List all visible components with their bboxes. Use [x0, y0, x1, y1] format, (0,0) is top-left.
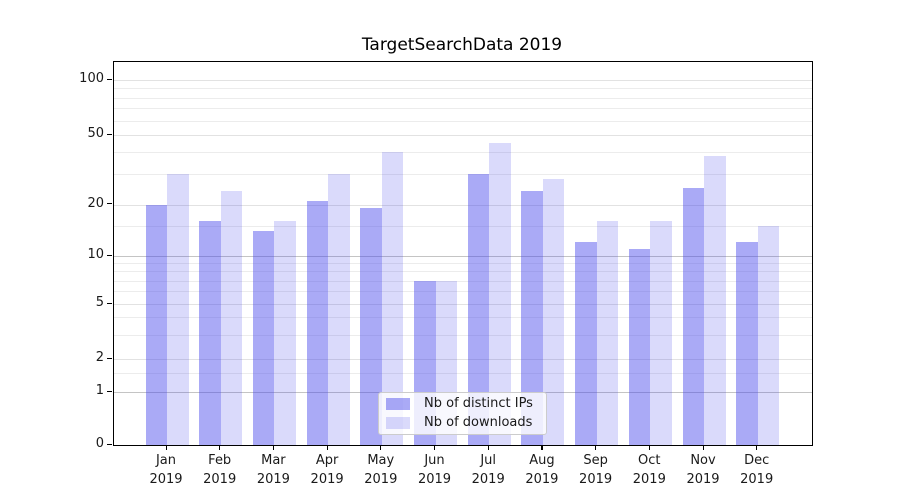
bar-ips-feb: [199, 221, 221, 445]
x-tick-label-nov: Nov 2019: [686, 453, 720, 487]
x-tick-label-mar: Mar 2019: [256, 453, 290, 487]
legend-entry-downloads: Nb of downloads: [386, 415, 538, 431]
gridline-y-80: [114, 97, 812, 99]
y-tick-label-100: 100: [79, 71, 104, 86]
bar-downloads-nov: [704, 156, 726, 445]
bar-ips-may: [360, 208, 382, 445]
gridline-y-1.5: [114, 372, 812, 374]
gridline-y-2: [114, 358, 812, 360]
x-tick-label-dec: Dec 2019: [740, 453, 774, 487]
y-tick-mark-10: [107, 254, 112, 256]
y-tick-mark-5: [107, 302, 112, 304]
x-tick-mark-oct: [648, 445, 650, 450]
x-tick-label-aug: Aug 2019: [525, 453, 559, 487]
legend: Nb of distinct IPs Nb of downloads: [378, 392, 547, 435]
bar-ips-mar: [252, 231, 275, 445]
gridline-y-30: [114, 173, 812, 175]
gridline-y-6: [114, 290, 812, 292]
x-tick-label-jul: Jul 2019: [471, 453, 505, 487]
x-tick-label-may: May 2019: [364, 453, 398, 487]
gridline-y-15: [114, 225, 812, 227]
plot-area: [113, 61, 813, 446]
bar-downloads-jan: [167, 173, 189, 445]
x-tick-mark-jun: [434, 445, 436, 450]
bar-downloads-sep: [596, 221, 619, 445]
gridline-y-8: [114, 270, 812, 272]
bar-downloads-feb: [220, 190, 243, 445]
x-tick-mark-dec: [756, 445, 758, 450]
legend-entry-distinct-ips: Nb of distinct IPs: [386, 396, 538, 412]
bar-downloads-aug: [542, 179, 565, 445]
gridline-y-90: [114, 87, 812, 89]
bar-downloads-dec: [757, 225, 780, 445]
bar-ips-sep: [575, 242, 597, 445]
y-tick-label-50: 50: [87, 126, 104, 142]
gridline-y-4: [114, 316, 812, 318]
x-tick-mark-jan: [165, 445, 167, 450]
bars-layer: [114, 62, 812, 445]
y-tick-label-10: 10: [87, 247, 104, 262]
x-tick-label-jun: Jun 2019: [417, 453, 452, 487]
y-tick-mark-20: [107, 203, 112, 205]
gridline-y-9: [114, 262, 812, 264]
gridline-y-7: [114, 280, 812, 282]
y-tick-mark-2: [107, 357, 112, 359]
bar-ips-oct: [628, 248, 651, 445]
gridline-y-10: [114, 255, 812, 257]
gridline-y-60: [114, 120, 812, 122]
y-tick-mark-50: [107, 133, 112, 135]
x-tick-label-sep: Sep 2019: [579, 453, 613, 487]
y-tick-label-5: 5: [95, 295, 104, 310]
y-tick-label-0: 0: [95, 436, 104, 451]
legend-swatch-downloads: [386, 417, 410, 429]
x-tick-mark-apr: [326, 445, 328, 450]
gridline-y-50: [114, 134, 812, 136]
x-tick-mark-feb: [219, 445, 221, 450]
bar-ips-apr: [306, 200, 329, 445]
bar-ips-nov: [682, 187, 704, 445]
x-tick-label-apr: Apr 2019: [310, 453, 344, 487]
bar-ips-dec: [736, 242, 758, 445]
bar-downloads-apr: [328, 173, 350, 445]
gridline-y-70: [114, 107, 812, 109]
y-tick-mark-0: [107, 443, 112, 445]
legend-swatch-distinct-ips: [386, 398, 410, 410]
gridline-y-3: [114, 334, 812, 336]
grid-layer: [114, 62, 812, 445]
x-tick-mark-sep: [595, 445, 597, 450]
gridline-y-20: [114, 204, 812, 206]
y-tick-mark-1: [107, 390, 112, 392]
y-tick-mark-100: [107, 78, 112, 80]
bar-ips-aug: [521, 190, 543, 445]
x-tick-label-jan: Jan 2019: [149, 453, 183, 487]
x-tick-mark-mar: [272, 445, 275, 450]
x-tick-label-feb: Feb 2019: [203, 453, 237, 487]
legend-label-distinct-ips: Nb of distinct IPs: [424, 396, 533, 411]
gridline-y-5: [114, 303, 812, 305]
y-tick-label-2: 2: [95, 350, 104, 365]
bar-ips-jul: [467, 173, 490, 445]
gridline-y-100: [114, 79, 812, 81]
chart-title: TargetSearchData 2019: [361, 35, 563, 55]
x-tick-mark-may: [380, 445, 382, 450]
x-tick-mark-jul: [487, 445, 489, 450]
bar-downloads-oct: [650, 221, 672, 445]
bar-downloads-mar: [274, 221, 296, 445]
x-tick-mark-aug: [541, 445, 543, 450]
y-tick-label-1: 1: [95, 383, 104, 398]
y-tick-label-20: 20: [87, 195, 104, 211]
bar-downloads-jul: [489, 143, 511, 445]
legend-label-downloads: Nb of downloads: [424, 415, 533, 430]
bar-ips-jan: [145, 204, 167, 445]
gridline-y-40: [114, 151, 812, 153]
x-tick-label-oct: Oct 2019: [632, 453, 666, 487]
bar-downloads-may: [381, 152, 404, 445]
x-tick-mark-nov: [702, 445, 704, 450]
